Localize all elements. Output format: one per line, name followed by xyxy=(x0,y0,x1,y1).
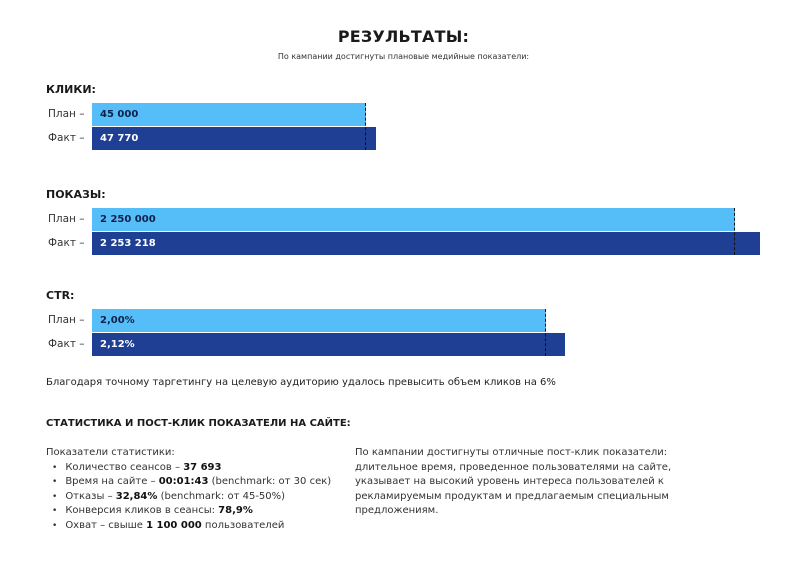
plan-label: План – xyxy=(48,314,85,326)
stats-item-pre: Количество сеансов – xyxy=(65,461,184,473)
stats-item-post: пользователей xyxy=(201,519,285,531)
plan-marker-line xyxy=(734,208,735,255)
plan-marker-line xyxy=(545,309,546,356)
fact-label: Факт – xyxy=(48,338,85,350)
targeting-note: Благодаря точному таргетингу на целевую … xyxy=(46,377,556,388)
stats-item-post: (benchmark: от 45-50%) xyxy=(157,490,286,502)
metric-heading: КЛИКИ: xyxy=(46,83,96,96)
fact-bar: 2,12% xyxy=(92,333,565,356)
stats-heading: СТАТИСТИКА И ПОСТ-КЛИК ПОКАЗАТЕЛИ НА САЙ… xyxy=(46,418,351,429)
stats-item-pre: Конверсия кликов в сеансы: xyxy=(65,505,219,516)
plan-label: План – xyxy=(48,108,85,120)
plan-bar: 2 250 000 xyxy=(92,208,735,231)
fact-label: Факт – xyxy=(48,237,85,249)
metric-heading: CTR: xyxy=(46,289,75,302)
metric-heading: ПОКАЗЫ: xyxy=(46,188,106,201)
stats-list: Количество сеансов – 37 693Время на сайт… xyxy=(46,461,331,534)
stats-item: Время на сайте – 00:01:43 (benchmark: от… xyxy=(52,475,331,490)
fact-label: Факт – xyxy=(48,132,85,144)
stats-item-pre: Время на сайте – xyxy=(65,476,159,487)
stats-item-bold: 32,84% xyxy=(115,490,158,502)
plan-marker-line xyxy=(365,103,366,150)
plan-label: План – xyxy=(48,213,85,225)
stats-intro: Показатели статистики: xyxy=(46,447,175,458)
stats-item-pre: Охват – свыше xyxy=(65,519,147,531)
stats-item-bold: 37 693 xyxy=(183,461,222,473)
stats-item-bold: 00:01:43 xyxy=(158,476,209,487)
plan-bar: 2,00% xyxy=(92,309,546,332)
stats-item-post: (benchmark: от 30 сек) xyxy=(208,476,332,487)
stats-item: Конверсия кликов в сеансы: 78,9% xyxy=(52,504,331,519)
stats-item-pre: Отказы – xyxy=(65,490,116,502)
stats-item: Охват – свыше 1 100 000 пользователей xyxy=(52,519,331,534)
stats-item-bold: 1 100 000 xyxy=(146,519,202,531)
stats-item: Количество сеансов – 37 693 xyxy=(52,461,331,476)
stats-item-bold: 78,9% xyxy=(218,505,253,516)
stats-block: Показатели статистики: Количество сеансо… xyxy=(46,446,331,533)
stats-item: Отказы – 32,84% (benchmark: от 45-50%) xyxy=(52,490,331,505)
page-subtitle: По кампании достигнуты плановые медийные… xyxy=(277,52,530,61)
post-click-text: По кампании достигнуты отличные пост-кли… xyxy=(355,447,672,516)
fact-bar: 2 253 218 xyxy=(92,232,760,255)
page-title: РЕЗУЛЬТАТЫ: xyxy=(337,27,470,46)
fact-bar: 47 770 xyxy=(92,127,376,150)
plan-bar: 45 000 xyxy=(92,103,366,126)
